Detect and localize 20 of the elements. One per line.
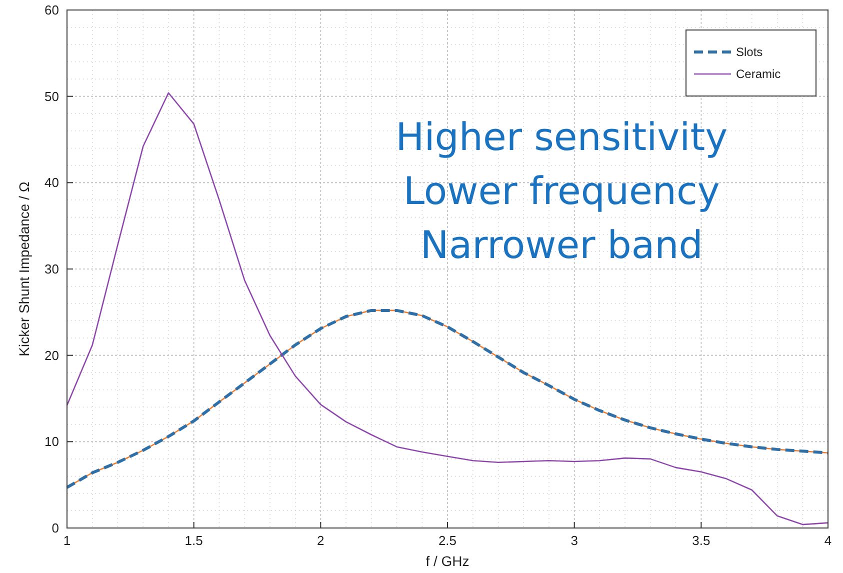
line-series (66, 92, 829, 526)
y-axis-title: Kicker Shunt Impedance / Ω (16, 182, 32, 356)
x-tick-label: 4 (824, 533, 832, 548)
y-tick-label: 40 (44, 175, 59, 190)
annotation: Higher sensitivity Lower frequency Narrower band (396, 115, 728, 267)
y-tick-label: 30 (44, 262, 59, 276)
x-tick-label: 2 (317, 533, 324, 548)
y-tick-label: 10 (44, 434, 59, 450)
x-tick-label: 2.5 (438, 533, 457, 548)
y-tick-label: 20 (44, 348, 59, 363)
x-tick-label: 1 (63, 533, 71, 548)
y-tick-label: 0 (52, 520, 59, 536)
x-tick-label: 3.5 (692, 533, 710, 548)
x-tick-label: 1.5 (184, 533, 203, 548)
y-tick-label: 60 (44, 2, 59, 18)
y-tick-label: 50 (44, 88, 59, 104)
legend-label: Slots (736, 45, 763, 59)
x-tick-label: 3 (570, 533, 578, 548)
x-axis-title: f / GHz (426, 553, 470, 569)
legend-label: Ceramic (736, 67, 781, 81)
